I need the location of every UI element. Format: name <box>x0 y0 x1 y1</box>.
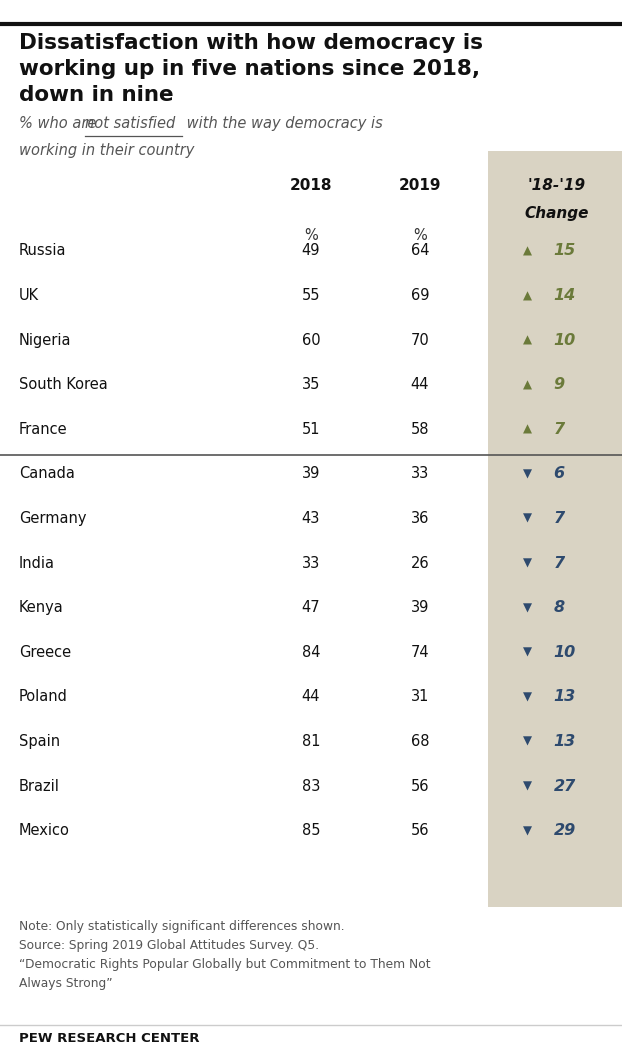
Text: 35: 35 <box>302 378 320 392</box>
Text: working up in five nations since 2018,: working up in five nations since 2018, <box>19 60 480 79</box>
Text: not satisfied: not satisfied <box>85 116 175 131</box>
Text: ▲: ▲ <box>522 289 531 302</box>
Text: 10: 10 <box>554 644 576 660</box>
Text: Mexico: Mexico <box>19 823 70 838</box>
Text: ▼: ▼ <box>522 556 531 570</box>
Text: 60: 60 <box>302 333 320 347</box>
Text: 13: 13 <box>554 734 576 749</box>
Text: ▲: ▲ <box>522 245 531 257</box>
FancyBboxPatch shape <box>488 151 622 907</box>
Text: 29: 29 <box>554 823 576 838</box>
Text: 70: 70 <box>411 333 429 347</box>
Text: 39: 39 <box>411 600 429 615</box>
Text: 14: 14 <box>554 288 576 303</box>
Text: ▼: ▼ <box>522 779 531 793</box>
Text: 9: 9 <box>554 378 565 392</box>
Text: Spain: Spain <box>19 734 60 749</box>
Text: 44: 44 <box>411 378 429 392</box>
Text: 84: 84 <box>302 644 320 660</box>
Text: 51: 51 <box>302 422 320 437</box>
Text: ▲: ▲ <box>522 334 531 346</box>
Text: 33: 33 <box>302 555 320 571</box>
Text: India: India <box>19 555 55 571</box>
Text: Note: Only statistically significant differences shown.
Source: Spring 2019 Glob: Note: Only statistically significant dif… <box>19 919 430 990</box>
Text: Brazil: Brazil <box>19 778 60 794</box>
Text: 74: 74 <box>411 644 429 660</box>
Text: 43: 43 <box>302 511 320 526</box>
Text: Canada: Canada <box>19 467 75 481</box>
Text: 7: 7 <box>554 511 565 526</box>
Text: '18-'19: '18-'19 <box>527 179 586 194</box>
Text: UK: UK <box>19 288 39 303</box>
Text: ▼: ▼ <box>522 468 531 480</box>
Text: 58: 58 <box>411 422 429 437</box>
Text: 47: 47 <box>302 600 320 615</box>
Text: 55: 55 <box>302 288 320 303</box>
Text: 10: 10 <box>554 333 576 347</box>
Text: 36: 36 <box>411 511 429 526</box>
Text: %: % <box>304 228 318 243</box>
Text: 56: 56 <box>411 778 429 794</box>
Text: 85: 85 <box>302 823 320 838</box>
Text: 49: 49 <box>302 244 320 258</box>
Text: 68: 68 <box>411 734 429 749</box>
Text: ▼: ▼ <box>522 511 531 525</box>
Text: Russia: Russia <box>19 244 66 258</box>
Text: down in nine: down in nine <box>19 85 174 105</box>
Text: 81: 81 <box>302 734 320 749</box>
Text: 6: 6 <box>554 467 565 481</box>
Text: Germany: Germany <box>19 511 86 526</box>
Text: 13: 13 <box>554 689 576 704</box>
Text: ▼: ▼ <box>522 645 531 659</box>
Text: 15: 15 <box>554 244 576 258</box>
Text: 56: 56 <box>411 823 429 838</box>
Text: Poland: Poland <box>19 689 68 704</box>
Text: %: % <box>413 228 427 243</box>
Text: South Korea: South Korea <box>19 378 108 392</box>
Text: Greece: Greece <box>19 644 71 660</box>
Text: PEW RESEARCH CENTER: PEW RESEARCH CENTER <box>19 1031 199 1045</box>
Text: Kenya: Kenya <box>19 600 63 615</box>
Text: 31: 31 <box>411 689 429 704</box>
Text: 44: 44 <box>302 689 320 704</box>
Text: Nigeria: Nigeria <box>19 333 71 347</box>
Text: 2018: 2018 <box>290 179 332 194</box>
Text: ▼: ▼ <box>522 824 531 837</box>
Text: Change: Change <box>524 206 589 222</box>
Text: working in their country: working in their country <box>19 143 194 158</box>
Text: Dissatisfaction with how democracy is: Dissatisfaction with how democracy is <box>19 33 483 53</box>
Text: ▲: ▲ <box>522 379 531 391</box>
Text: ▲: ▲ <box>522 423 531 436</box>
Text: 27: 27 <box>554 778 576 794</box>
Text: with the way democracy is: with the way democracy is <box>182 116 383 131</box>
Text: 33: 33 <box>411 467 429 481</box>
Text: France: France <box>19 422 67 437</box>
Text: 2019: 2019 <box>399 179 441 194</box>
Text: 7: 7 <box>554 422 565 437</box>
Text: 8: 8 <box>554 600 565 615</box>
Text: 7: 7 <box>554 555 565 571</box>
Text: 64: 64 <box>411 244 429 258</box>
Text: 39: 39 <box>302 467 320 481</box>
Text: % who are: % who are <box>19 116 101 131</box>
Text: ▼: ▼ <box>522 735 531 748</box>
Text: 83: 83 <box>302 778 320 794</box>
Text: ▼: ▼ <box>522 601 531 614</box>
Text: 69: 69 <box>411 288 429 303</box>
Text: 26: 26 <box>411 555 429 571</box>
Text: ▼: ▼ <box>522 690 531 703</box>
